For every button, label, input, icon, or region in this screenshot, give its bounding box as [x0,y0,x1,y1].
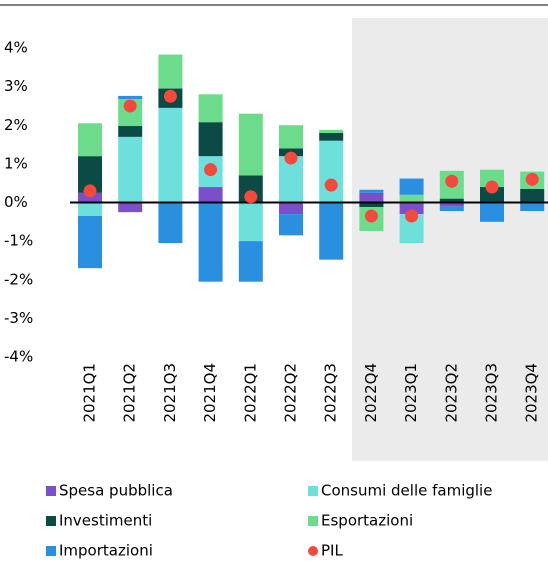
y-tick-label: 4% [4,39,28,57]
bar-segment [359,202,384,208]
bar-segment [118,126,143,137]
bar-segment [399,178,424,195]
legend-label: Investimenti [59,512,152,530]
y-tick-label: 3% [4,77,28,95]
x-tick-label: 2022Q2 [282,363,300,423]
pil-dot [485,180,499,194]
y-tick-label: 1% [4,154,28,172]
legend-marker [308,486,318,496]
y-tick-label: 0% [4,193,28,211]
x-tick-label: 2021Q4 [201,363,219,423]
legend-marker [46,486,56,496]
bar-segment [359,189,384,193]
bar-segment [520,202,545,211]
bar-segment [118,202,143,213]
bar-segment [439,198,464,203]
y-tick-label: -2% [4,270,33,288]
bar-segment [198,122,223,157]
pil-dot [83,184,97,198]
pil-dot [284,151,298,165]
legend-label: Importazioni [59,542,153,560]
bar-segment [279,202,303,215]
bar-segment [118,95,143,99]
bar-segment [78,216,102,269]
legend-label: PIL [321,542,343,560]
bar-segment [399,194,424,203]
x-tick-label: 2022Q3 [322,363,340,423]
legend-label: Consumi delle famiglie [321,482,492,500]
bar-segment [319,129,344,133]
x-tick-label: 2021Q1 [81,363,99,423]
y-tick-label: -4% [4,348,33,366]
x-tick-label: 2023Q2 [442,363,460,423]
bar-segment [439,206,464,211]
bar-segment [78,202,102,217]
legend-marker [308,546,318,556]
legend-label: Spesa pubblica [59,482,173,500]
bar-segment [359,192,384,203]
bar-segment [78,123,102,157]
y-tick-label: -1% [4,232,33,250]
bar-segment [238,113,263,176]
bar-segment [198,94,223,123]
forecast-shading [352,18,548,461]
bar-segment [158,54,183,89]
x-tick-label: 2023Q3 [483,363,501,423]
bar-segment [480,187,504,203]
pil-dot [204,163,218,177]
pil-dot [324,178,338,192]
pil-dot [244,190,258,204]
bar-segment [78,192,102,203]
bar-segment [158,107,183,203]
bar-segment [439,202,464,207]
bar-segment [118,136,143,203]
pil-dot [445,174,459,188]
bar-segment [198,187,223,203]
bar-segment [238,202,263,242]
y-tick-label: -3% [4,309,33,327]
bar-segment [158,202,183,244]
x-tick-label: 2022Q4 [362,363,380,423]
x-tick-label: 2021Q3 [161,363,179,423]
bar-segment [319,132,344,141]
bar-segment [480,169,504,188]
pil-dot [364,209,378,223]
x-tick-label: 2022Q1 [241,363,259,423]
legend-marker [46,546,56,556]
legend-marker [308,516,318,526]
x-tick-label: 2021Q2 [121,363,139,423]
bar-segment [480,202,504,222]
bar-segment [279,125,303,149]
x-tick-label: 2023Q1 [402,363,420,423]
legend-label: Esportazioni [321,512,413,530]
bar-segment [279,214,303,236]
bar-segment [198,202,223,282]
bar-segment [238,241,263,282]
bar-segment [319,140,344,203]
pil-dot [525,172,539,186]
y-tick-label: 2% [4,116,28,134]
pil-dot [163,89,177,103]
bar-segment [520,188,545,203]
bar-segment [399,202,424,215]
legend-marker [46,516,56,526]
pil-dot [123,99,137,113]
x-tick-label: 2023Q4 [523,363,541,423]
bar-segment [319,202,344,260]
pil-dot [405,209,419,223]
